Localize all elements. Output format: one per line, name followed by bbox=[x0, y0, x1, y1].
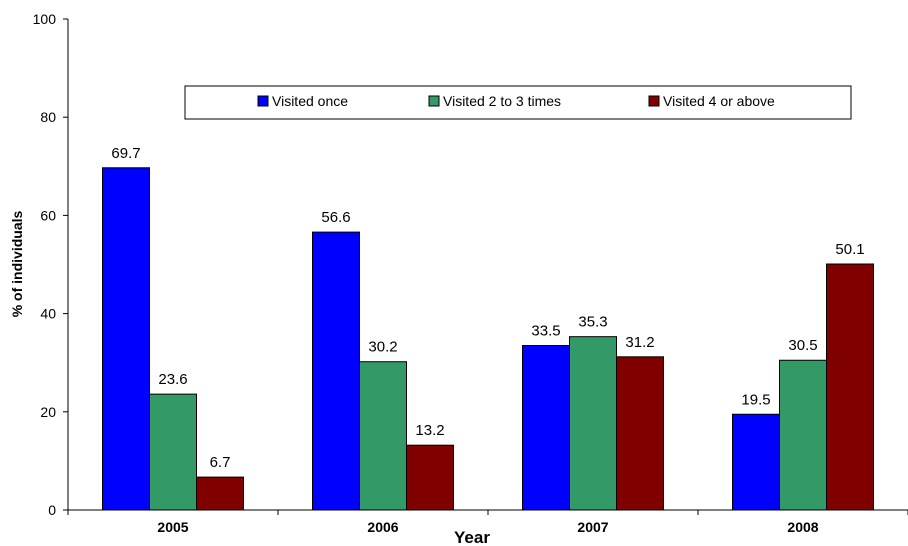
bar bbox=[102, 167, 150, 511]
x-tick-label: 2005 bbox=[157, 519, 188, 535]
legend-box bbox=[184, 85, 852, 120]
data-label: 6.7 bbox=[210, 454, 231, 471]
legend-swatch bbox=[648, 95, 660, 107]
x-axis: 2005 2006 2007 2008 bbox=[67, 509, 908, 535]
x-tick-label: 2008 bbox=[787, 519, 818, 535]
legend-label: Visited once bbox=[272, 93, 348, 109]
y-tick-label: 100 bbox=[33, 11, 57, 27]
x-tick-label: 2007 bbox=[577, 519, 608, 535]
data-label: 13.2 bbox=[415, 422, 444, 439]
data-label: 33.5 bbox=[531, 323, 560, 340]
legend-item: Visited 2 to 3 times bbox=[428, 93, 561, 109]
y-tick-label: 0 bbox=[48, 502, 56, 518]
y-tick-label: 40 bbox=[40, 306, 56, 322]
bar bbox=[826, 263, 874, 511]
bar bbox=[359, 361, 407, 511]
data-label: 50.1 bbox=[835, 241, 864, 258]
legend-label: Visited 4 or above bbox=[663, 93, 775, 109]
data-label: 35.3 bbox=[578, 314, 607, 331]
data-label: 31.2 bbox=[625, 334, 654, 351]
bar bbox=[569, 336, 617, 511]
legend-item: Visited 4 or above bbox=[648, 93, 775, 109]
legend-swatch bbox=[428, 95, 440, 107]
bar bbox=[196, 476, 244, 511]
y-tick-label: 20 bbox=[40, 404, 56, 420]
data-label: 19.5 bbox=[741, 391, 770, 408]
data-label: 30.2 bbox=[368, 339, 397, 356]
data-labels: 69.7 23.6 6.7 56.6 30.2 13.2 33.5 35.3 31.2 19.5 3… bbox=[111, 145, 864, 471]
bar bbox=[779, 359, 827, 511]
bar bbox=[522, 345, 570, 511]
bar bbox=[732, 413, 780, 511]
legend: Visited once Visited 2 to 3 times Visited … bbox=[184, 85, 852, 120]
y-axis-title: % of individuals bbox=[9, 211, 25, 318]
data-label: 30.5 bbox=[788, 337, 817, 354]
data-label: 69.7 bbox=[111, 145, 140, 162]
bar bbox=[406, 444, 454, 511]
data-label: 56.6 bbox=[321, 209, 350, 226]
legend-item: Visited once bbox=[257, 93, 348, 109]
x-axis-title: Year bbox=[454, 528, 490, 546]
bars bbox=[102, 167, 874, 511]
y-tick-label: 80 bbox=[40, 109, 56, 125]
y-axis: 0 20 40 60 80 100 bbox=[33, 11, 69, 518]
y-tick-label: 60 bbox=[40, 207, 56, 223]
data-label: 23.6 bbox=[158, 371, 187, 388]
legend-label: Visited 2 to 3 times bbox=[443, 93, 561, 109]
legend-swatch bbox=[257, 95, 269, 107]
bar bbox=[312, 231, 360, 511]
bar bbox=[149, 393, 197, 511]
bar bbox=[616, 356, 664, 511]
x-tick-label: 2006 bbox=[367, 519, 398, 535]
